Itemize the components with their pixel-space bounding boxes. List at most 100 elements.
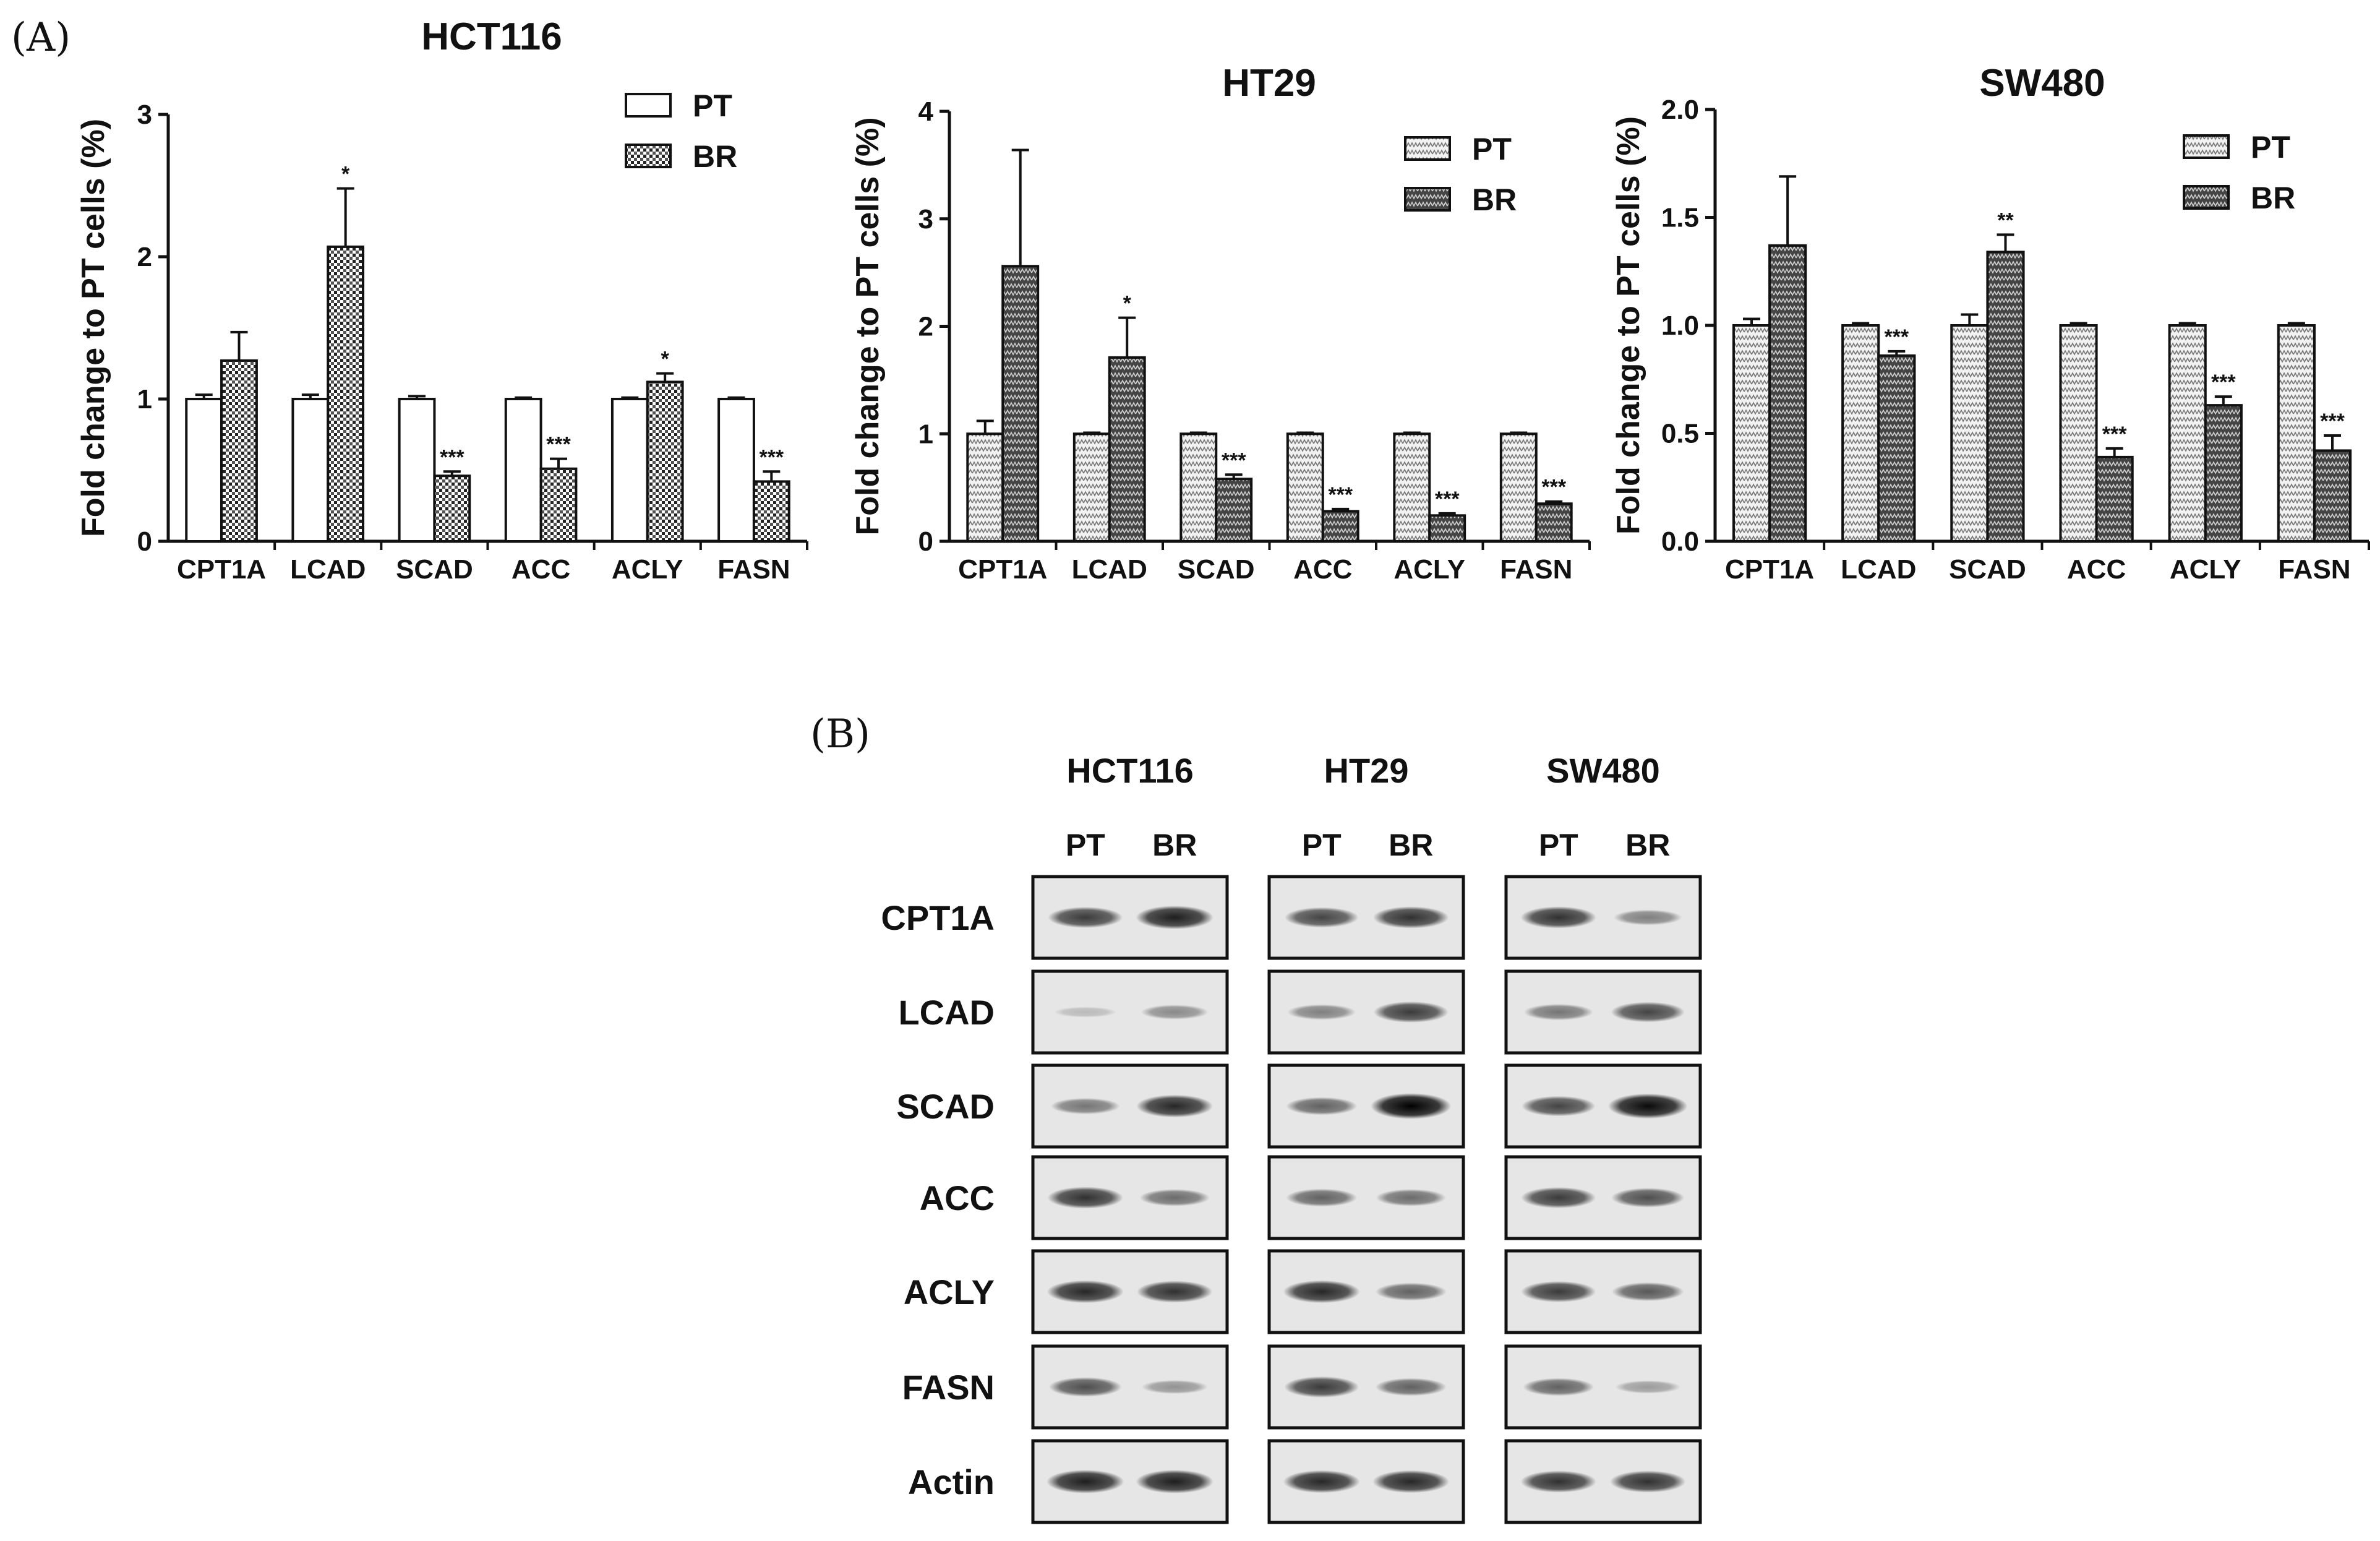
band-cpt1a-sw480-br — [1613, 909, 1682, 925]
x-tick-label-acly: ACLY — [1393, 554, 1465, 585]
band-acly-hct116-pt — [1047, 1280, 1124, 1303]
bar-pt-scad — [1179, 432, 1218, 543]
bar-br-lcad — [1877, 354, 1916, 543]
band-actin-hct116-pt — [1047, 1469, 1124, 1494]
x-tick-label-scad: SCAD — [1178, 554, 1255, 585]
blot-panel-actin-ht29 — [1267, 1439, 1465, 1524]
bar-pt-acc — [1286, 432, 1324, 543]
x-tick-label-scad: SCAD — [396, 554, 473, 585]
x-tick-label-fasn: FASN — [1500, 554, 1572, 585]
band-scad-hct116-br — [1136, 1094, 1214, 1118]
band-cpt1a-sw480-pt — [1520, 906, 1597, 929]
bar-br-scad — [433, 474, 471, 543]
bar-br-cpt1a — [1001, 265, 1040, 543]
blot-panel-acly-sw480 — [1504, 1249, 1702, 1334]
blot-panel-acly-ht29 — [1267, 1249, 1465, 1334]
band-actin-hct116-br — [1136, 1469, 1214, 1494]
bar-br-fasn — [1535, 502, 1573, 543]
bar-pt-lcad — [1072, 432, 1111, 543]
blot-panel-cpt1a-hct116 — [1031, 875, 1229, 960]
y-tick-label: 2 — [918, 312, 933, 342]
bar-pt-lcad — [1841, 324, 1880, 543]
y-tick-label: 2 — [137, 242, 152, 272]
y-axis-label: Fold change to PT cells (%) — [850, 117, 886, 535]
x-tick-label-acly: ACLY — [2170, 554, 2241, 585]
y-tick-label: 1.5 — [1661, 203, 1699, 233]
blot-panel-cpt1a-sw480 — [1504, 875, 1702, 960]
band-lcad-ht29-pt — [1287, 1004, 1356, 1020]
x-tick-label-lcad: LCAD — [290, 554, 366, 585]
bar-br-cpt1a — [1768, 244, 1807, 543]
legend-swatch-br — [1404, 187, 1451, 212]
band-scad-ht29-br — [1371, 1093, 1452, 1119]
y-tick-label: 0.5 — [1661, 419, 1699, 449]
bar-pt-scad — [1950, 324, 1989, 543]
significance-marker: *** — [546, 433, 571, 457]
legend-label-br: BR — [2251, 181, 2295, 215]
band-lcad-hct116-br — [1141, 1005, 1209, 1019]
blot-panel-fasn-sw480 — [1504, 1344, 1702, 1430]
bar-br-fasn — [2313, 449, 2352, 543]
blot-header-ht29: HT29 — [1324, 751, 1409, 790]
band-scad-sw480-pt — [1522, 1096, 1596, 1117]
bar-br-lcad — [327, 245, 365, 543]
band-acc-ht29-pt — [1286, 1188, 1358, 1207]
lane-label-br: BR — [1625, 828, 1670, 862]
bar-pt-lcad — [291, 398, 330, 543]
bar-pt-fasn — [1499, 432, 1538, 543]
blot-row-label-acly: ACLY — [904, 1273, 995, 1311]
blot-panel-fasn-hct116 — [1031, 1344, 1229, 1430]
lane-label-pt: PT — [1302, 828, 1342, 862]
legend-swatch-pt — [625, 93, 672, 118]
bar-pt-acc — [504, 398, 542, 543]
significance-marker: *** — [1222, 449, 1246, 472]
significance-marker: *** — [759, 445, 784, 469]
band-acly-ht29-pt — [1283, 1280, 1360, 1303]
y-axis-label: Fold change to PT cells (%) — [1611, 116, 1646, 534]
bar-br-acly — [2204, 404, 2243, 543]
y-tick-label: 2.0 — [1661, 95, 1699, 125]
bar-br-scad — [1986, 251, 2025, 543]
x-tick-label-lcad: LCAD — [1841, 554, 1916, 585]
band-cpt1a-ht29-pt — [1285, 907, 1359, 928]
lane-label-br: BR — [1389, 828, 1433, 862]
blot-panel-acly-hct116 — [1031, 1249, 1229, 1334]
blot-panel-acc-sw480 — [1504, 1155, 1702, 1240]
y-tick-label: 0.0 — [1661, 526, 1699, 557]
x-tick-label-cpt1a: CPT1A — [177, 554, 266, 585]
legend-swatch-br — [2183, 185, 2230, 210]
blot-row-label-acc: ACC — [920, 1178, 995, 1217]
blot-panel-cpt1a-ht29 — [1267, 875, 1465, 960]
blot-header-hct116: HCT116 — [1066, 751, 1193, 790]
significance-marker: ** — [1997, 208, 2014, 232]
bar-pt-acly — [2168, 324, 2207, 543]
legend-swatch-br — [625, 144, 672, 168]
chart-ht29: HT29 Fold change to PT cells (%) 0 1 2 3 4 CPT1… — [850, 62, 1591, 585]
bar-br-acc — [1321, 510, 1359, 543]
x-tick-label-lcad: LCAD — [1072, 554, 1147, 585]
bar-br-acc — [539, 467, 578, 543]
band-fasn-hct116-br — [1141, 1380, 1208, 1394]
blot-panel-scad-hct116 — [1031, 1063, 1229, 1149]
band-acc-hct116-br — [1139, 1189, 1210, 1206]
blot-panel-fasn-ht29 — [1267, 1344, 1465, 1430]
band-actin-ht29-pt — [1283, 1470, 1360, 1493]
significance-marker: * — [1123, 292, 1132, 315]
band-lcad-sw480-br — [1611, 1002, 1685, 1023]
blot-panel-actin-sw480 — [1504, 1439, 1702, 1524]
band-acc-sw480-pt — [1521, 1187, 1596, 1209]
y-tick-label: 1 — [918, 419, 933, 449]
band-acly-sw480-pt — [1521, 1281, 1596, 1303]
band-scad-ht29-pt — [1286, 1097, 1358, 1115]
bar-br-lcad — [1108, 356, 1146, 543]
significance-marker: * — [341, 163, 350, 186]
blot-row-label-cpt1a: CPT1A — [881, 898, 995, 937]
significance-marker: *** — [2102, 423, 2127, 446]
y-tick-label: 0 — [137, 526, 152, 557]
blot-row-label-scad: SCAD — [896, 1087, 995, 1126]
blot-header-sw480: SW480 — [1546, 751, 1660, 790]
band-cpt1a-hct116-pt — [1048, 906, 1123, 929]
bar-br-scad — [1215, 478, 1253, 543]
band-actin-ht29-br — [1372, 1470, 1450, 1493]
